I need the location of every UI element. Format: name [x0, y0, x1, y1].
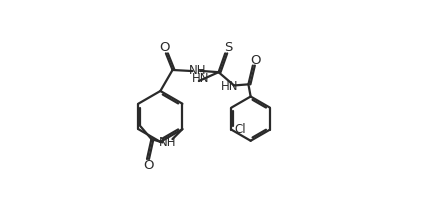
Text: HN: HN [192, 72, 209, 85]
Text: O: O [143, 159, 153, 172]
Text: NH: NH [159, 136, 176, 149]
Text: HN: HN [221, 80, 239, 93]
Text: Cl: Cl [234, 123, 246, 136]
Text: NH: NH [189, 64, 206, 77]
Text: S: S [224, 41, 232, 54]
Text: O: O [159, 41, 170, 54]
Text: O: O [250, 54, 261, 67]
